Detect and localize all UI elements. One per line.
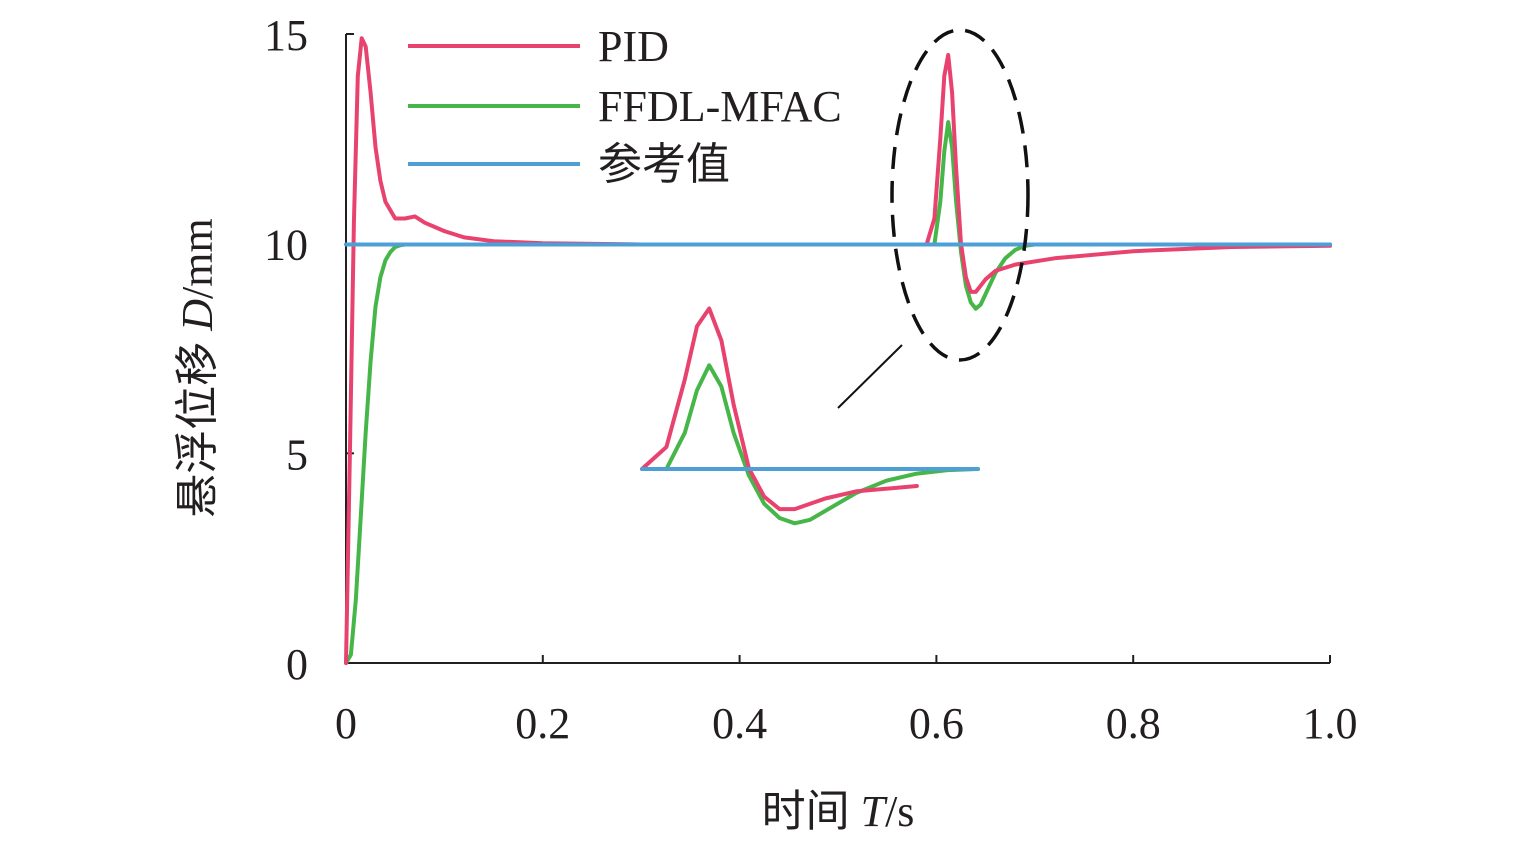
series-line-pid: [344, 36, 1332, 665]
x-tick-label-4: 0.8: [1106, 699, 1161, 748]
legend-label-reference: 参考值: [598, 140, 730, 189]
x-tick-label-1: 0.2: [515, 699, 570, 748]
inset-line-pid: [640, 306, 919, 512]
x-tick-label-5: 1.0: [1303, 699, 1358, 748]
legend: PID FFDL-MFAC 参考值: [408, 22, 842, 189]
series-line-ffdl-mfac: [344, 120, 1332, 665]
inset-zoom: [640, 306, 980, 526]
zoom-connector-line: [837, 344, 903, 409]
zoom-highlight-ellipse: [890, 28, 1030, 362]
x-tick-label-3: 0.6: [909, 699, 964, 748]
legend-label-ffdl-mfac: FFDL-MFAC: [598, 82, 842, 131]
x-tick-label-0: 0: [335, 699, 357, 748]
tick-labels: 0 0.2 0.4 0.6 0.8 1.0 0 5 10 15: [264, 11, 1358, 748]
x-axis-title: 时间 T/s: [762, 787, 915, 836]
y-tick-label-0: 0: [286, 640, 308, 689]
x-tick-label-2: 0.4: [712, 699, 767, 748]
y-tick-label-1: 5: [286, 430, 308, 479]
y-axis-title: 悬浮位移 D/mm: [173, 218, 222, 517]
legend-label-pid: PID: [598, 22, 669, 71]
inset-line-ffdl-mfac: [664, 363, 980, 526]
y-tick-label-2: 10: [264, 221, 308, 270]
y-tick-label-3: 15: [264, 11, 308, 60]
series-group: [344, 36, 1332, 665]
